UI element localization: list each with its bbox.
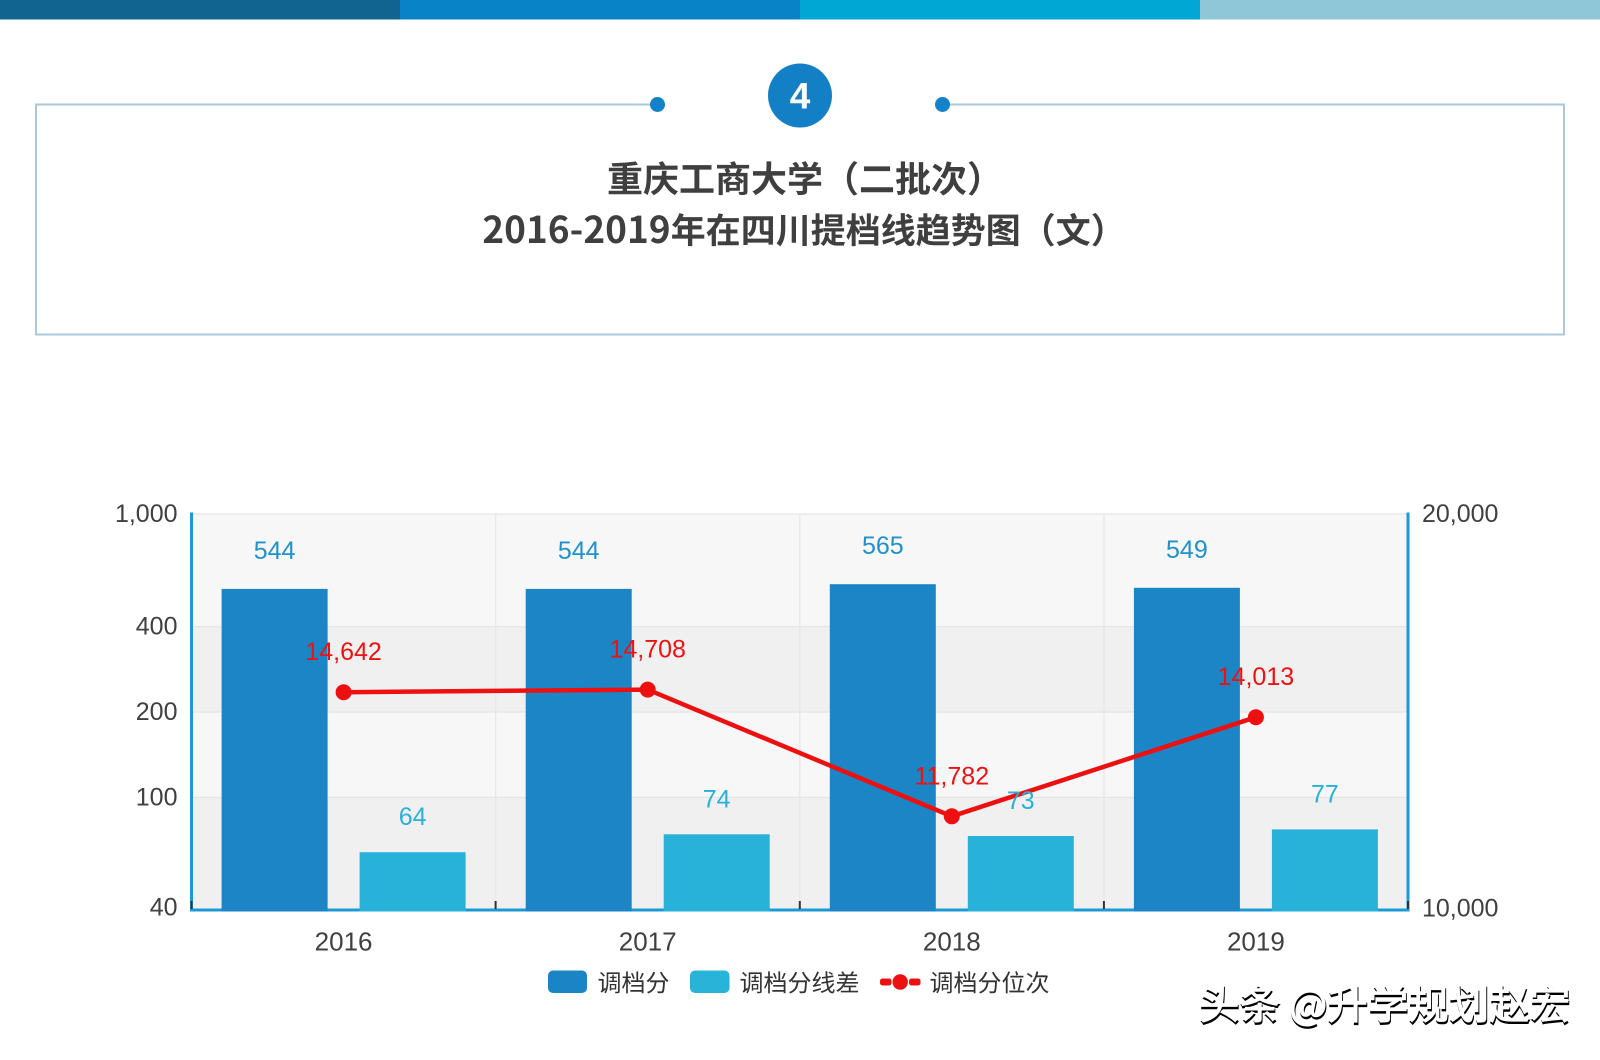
svg-text:4: 4	[790, 76, 811, 117]
svg-text:2017: 2017	[619, 927, 677, 957]
svg-text:20,000: 20,000	[1422, 500, 1498, 528]
svg-text:2019: 2019	[1227, 927, 1285, 957]
svg-text:544: 544	[254, 537, 296, 565]
svg-text:100: 100	[136, 783, 178, 811]
svg-text:549: 549	[1166, 536, 1208, 564]
svg-text:14,708: 14,708	[609, 636, 685, 664]
svg-text:2016: 2016	[315, 927, 373, 957]
svg-text:2018: 2018	[923, 927, 981, 957]
svg-text:10,000: 10,000	[1422, 895, 1498, 923]
svg-text:11,782: 11,782	[914, 762, 989, 790]
svg-text:40: 40	[150, 894, 178, 922]
svg-text:200: 200	[136, 698, 178, 726]
svg-text:544: 544	[558, 537, 600, 565]
svg-text:77: 77	[1311, 780, 1339, 808]
svg-text:73: 73	[1007, 787, 1035, 815]
svg-text:400: 400	[136, 613, 178, 641]
svg-text:14,642: 14,642	[305, 638, 381, 666]
svg-text:1,000: 1,000	[115, 500, 178, 528]
svg-text:14,013: 14,013	[1218, 663, 1294, 691]
svg-text:565: 565	[862, 532, 904, 560]
svg-text:74: 74	[703, 785, 731, 813]
svg-text:64: 64	[399, 803, 427, 831]
